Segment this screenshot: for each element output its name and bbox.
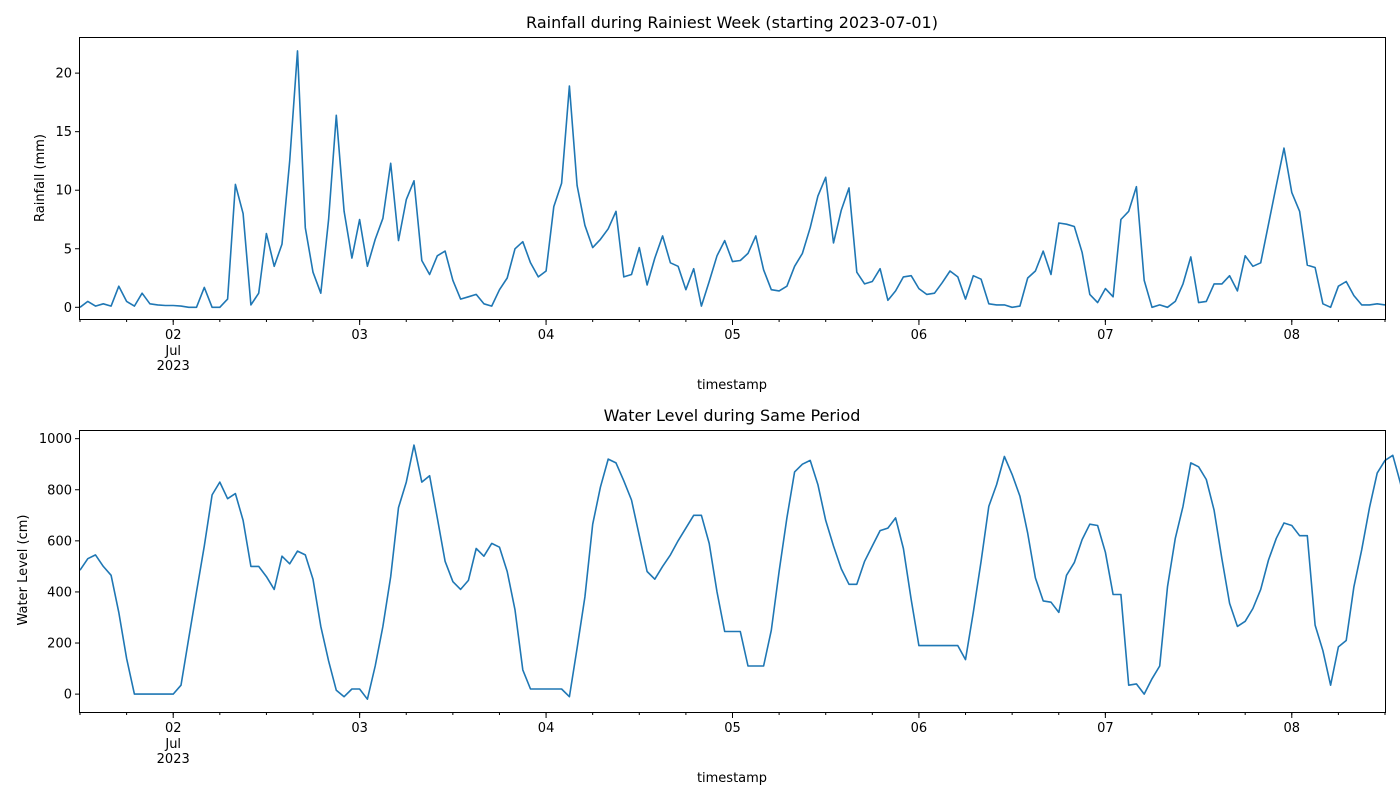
x-tick-label: 05 [724, 328, 741, 343]
x-axis-label: timestamp [697, 771, 767, 786]
x-tick-year-label: 2023 [157, 359, 190, 374]
x-tick-label: 03 [351, 328, 368, 343]
y-tick-label: 15 [55, 125, 72, 140]
y-axis-label: Rainfall (mm) [33, 134, 48, 222]
x-tick-label: 06 [911, 328, 928, 343]
y-tick-label: 400 [47, 585, 72, 600]
x-axis-label: timestamp [697, 378, 767, 393]
y-tick-label: 10 [55, 184, 72, 199]
x-tick-sublabel: Jul [164, 344, 181, 359]
x-tick-label: 08 [1284, 328, 1301, 343]
x-tick-label: 06 [911, 721, 928, 736]
y-tick-label: 0 [64, 688, 72, 703]
x-tick-year-label: 2023 [157, 752, 190, 767]
rainfall-series-line [79, 50, 1386, 309]
y-axis-label: Water Level (cm) [16, 515, 31, 626]
water-level-series-line [79, 444, 1400, 701]
chart-title: Rainfall during Rainiest Week (starting … [526, 13, 938, 32]
x-tick-sublabel: Jul [164, 737, 181, 752]
x-tick-label: 07 [1097, 328, 1114, 343]
x-tick-label: 03 [351, 721, 368, 736]
chart-title: Water Level during Same Period [604, 406, 861, 425]
y-tick-label: 200 [47, 637, 72, 652]
y-tick-label: 1000 [39, 432, 72, 447]
y-tick-label: 600 [47, 534, 72, 549]
water-level-chart: Water Level during Same Period Water Lev… [16, 406, 1400, 786]
plot-frame [79, 37, 1386, 320]
x-tick-label: 04 [538, 328, 555, 343]
x-tick-label: 05 [724, 721, 741, 736]
y-tick-label: 0 [64, 301, 72, 316]
x-tick-label: 02 [165, 328, 182, 343]
x-tick-label: 02 [165, 721, 182, 736]
plot-frame [79, 430, 1386, 713]
y-tick-label: 800 [47, 483, 72, 498]
rainfall-chart: Rainfall during Rainiest Week (starting … [33, 13, 1386, 393]
x-tick-label: 04 [538, 721, 555, 736]
x-tick-label: 08 [1284, 721, 1301, 736]
x-tick-label: 07 [1097, 721, 1114, 736]
y-tick-label: 5 [64, 242, 72, 257]
y-tick-label: 20 [55, 67, 72, 82]
